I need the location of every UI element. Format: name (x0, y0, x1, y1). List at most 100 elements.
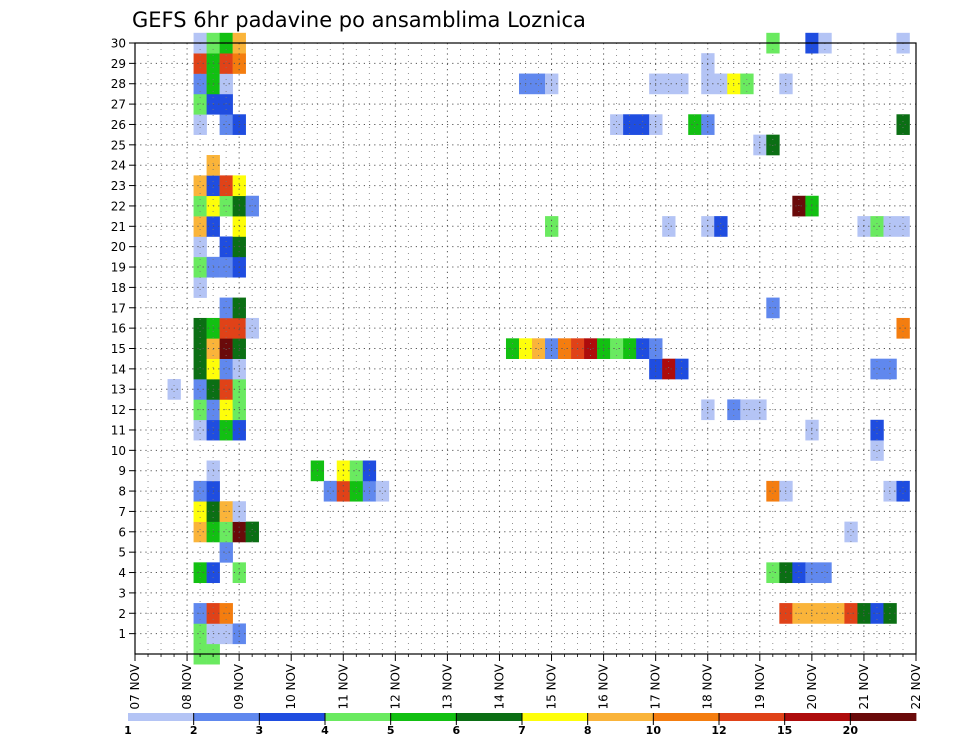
cell-member-26-step-43 (688, 114, 702, 135)
y-tick-label: 8 (118, 485, 126, 499)
y-tick-label: 9 (118, 464, 126, 478)
cell-member-2-step-51 (792, 603, 845, 624)
legend-label: 12 (711, 724, 726, 737)
cell-member-8-step-59 (896, 480, 910, 502)
chart-title: GEFS 6hr padavine po ansamblima Loznica (132, 8, 586, 32)
cell-member-13-step-5 (193, 379, 207, 400)
legend-label: 2 (190, 724, 198, 737)
x-tick-label: 21 NOV (857, 663, 871, 709)
y-tick-label: 12 (111, 403, 126, 417)
legend-label: 10 (646, 724, 662, 737)
cell-member-26-step-38 (623, 114, 650, 135)
cell-member-22-step-7 (219, 195, 233, 217)
y-tick-label: 23 (111, 179, 126, 193)
x-tick-label: 18 NOV (701, 663, 715, 709)
legend-label: 8 (584, 724, 592, 737)
cell-member-28-step-40 (649, 73, 689, 95)
legend-swatch (456, 713, 523, 721)
cell-member-8-step-19 (375, 480, 390, 502)
legend-swatch (390, 713, 457, 721)
legend-label: 5 (387, 724, 395, 737)
y-tick-label: 7 (118, 505, 126, 519)
cell-member-19-step-5 (193, 256, 207, 278)
x-tick-label: 10 NOV (284, 663, 298, 709)
y-tick-label: 3 (118, 586, 126, 600)
cell-member-21-step-58 (883, 216, 910, 237)
y-tick-label: 29 (111, 57, 126, 71)
y-tick-label: 2 (118, 607, 126, 621)
y-tick-label: 21 (111, 220, 126, 234)
y-tick-label: 5 (118, 546, 126, 560)
cell-member-28-step-5 (193, 73, 207, 95)
cell-member-11-step-7 (219, 419, 233, 441)
x-tick-label: 19 NOV (753, 663, 767, 709)
cell-member-6-step-55 (844, 521, 858, 543)
cell-member-19-step-7 (219, 256, 233, 278)
x-tick-label: 12 NOV (388, 663, 402, 709)
y-tick-label: 13 (111, 383, 126, 397)
legend-label: 6 (453, 724, 461, 737)
cell-member-12-step-47 (740, 399, 767, 421)
legend-label: 20 (843, 724, 859, 737)
cell-member-6-step-7 (219, 521, 233, 543)
cell-member-16-step-5 (193, 317, 207, 339)
legend-label: 7 (518, 724, 526, 737)
cell-member-22-step-5 (193, 195, 207, 217)
x-tick-label: 13 NOV (440, 663, 454, 709)
cell-member-4-step-5 (193, 562, 207, 584)
cell-member-21-step-57 (870, 216, 884, 237)
y-tick-label: 16 (111, 322, 126, 336)
cell-member-28-step-7 (219, 73, 233, 95)
cell-member-21-step-41 (662, 216, 676, 237)
y-tick-label: 28 (111, 77, 126, 91)
cell-member-13-step-3 (167, 379, 181, 400)
cell-member-18-step-5 (193, 277, 207, 298)
legend-swatch (587, 713, 654, 721)
y-tick-label: 17 (111, 301, 126, 315)
y-tick-label: 4 (118, 566, 126, 580)
cell-member-14-step-57 (870, 358, 897, 380)
legend-label: 4 (321, 724, 329, 737)
cell-member-28-step-47 (740, 73, 754, 95)
cell-member-5-step-7 (219, 541, 233, 563)
x-axis-ticks: 07 NOV 08 NOV 09 NOV 10 NOV 11 NOV 12 NOV 13 N… (128, 654, 923, 710)
x-tick-label: 11 NOV (336, 663, 350, 709)
cell-member-20-step-7 (219, 236, 233, 258)
y-tick-label: 24 (111, 159, 126, 173)
cell-member-16-step-7 (219, 317, 246, 339)
y-tick-label: 22 (111, 199, 126, 213)
cell-member-29-step-5 (193, 53, 207, 74)
cell-member-14-step-5 (193, 358, 207, 380)
cell-member-9-step-17 (349, 460, 364, 482)
x-tick-label: 07 NOV (128, 663, 142, 709)
cell-member-25-step-49 (766, 134, 780, 156)
legend-swatch (522, 713, 589, 721)
cell-member-14-step-7 (219, 358, 233, 380)
legend-swatch (325, 713, 392, 721)
legend-swatch (850, 713, 917, 721)
cell-member-15-step-33 (558, 338, 572, 359)
cell-member-16-step-9 (245, 317, 259, 339)
cell-member-1-step-5 (193, 623, 207, 645)
cell-member-22-step-51 (792, 195, 806, 217)
x-tick-label: 09 NOV (232, 663, 246, 709)
cell-member-23-step-5 (193, 175, 207, 197)
legend-label: 1 (124, 724, 132, 737)
chart-grid (135, 43, 916, 654)
cell-member-26-step-7 (219, 114, 233, 135)
y-tick-label: 25 (111, 138, 126, 152)
x-tick-label: 15 NOV (545, 663, 559, 709)
cell-member-15-step-5 (193, 338, 207, 359)
cell-member-15-step-39 (636, 338, 650, 359)
y-tick-label: 27 (111, 98, 126, 112)
legend-label: 15 (777, 724, 792, 737)
cell-member-6-step-9 (245, 521, 259, 543)
cell-member-8-step-5 (193, 480, 207, 502)
cell-member-15-step-29 (505, 338, 520, 359)
y-tick-label: 18 (111, 281, 126, 295)
cell-member-10-step-57 (870, 440, 884, 461)
legend-swatch (653, 713, 720, 721)
cell-member-14-step-41 (662, 358, 676, 380)
legend-swatch (784, 713, 851, 721)
